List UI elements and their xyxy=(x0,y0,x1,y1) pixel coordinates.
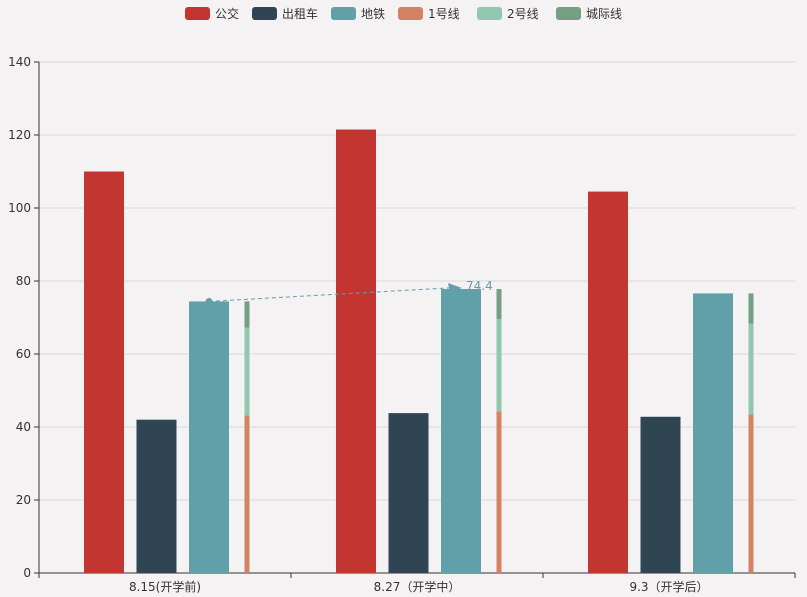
stacked-bar-1号线[interactable] xyxy=(496,411,502,573)
bar-公交[interactable] xyxy=(336,129,376,573)
bar-公交[interactable] xyxy=(588,191,628,573)
bar-地铁[interactable] xyxy=(441,289,481,573)
bar-地铁[interactable] xyxy=(189,301,229,573)
legend-item[interactable]: 出租车 xyxy=(252,6,318,21)
stacked-bar-城际线[interactable] xyxy=(244,301,250,328)
legend-swatch xyxy=(331,7,356,20)
y-tick-label: 120 xyxy=(8,128,31,142)
stacked-bar-城际线[interactable] xyxy=(748,293,754,324)
bar-公交[interactable] xyxy=(84,171,124,574)
bar-地铁[interactable] xyxy=(693,293,733,573)
legend-label: 公交 xyxy=(215,6,239,21)
legend-item[interactable]: 1号线 xyxy=(398,7,460,21)
stacked-bar-2号线[interactable] xyxy=(244,327,250,416)
legend-item[interactable]: 城际线 xyxy=(556,7,622,21)
markline-line xyxy=(208,287,451,302)
x-tick-label: 8.15(开学前) xyxy=(129,579,201,594)
legend-label: 1号线 xyxy=(428,7,460,21)
stacked-bar-1号线[interactable] xyxy=(748,414,754,573)
stacked-bar-2号线[interactable] xyxy=(496,318,502,412)
legend-swatch xyxy=(252,7,277,20)
y-tick-label: 100 xyxy=(8,201,31,215)
legend-swatch xyxy=(185,7,210,20)
markline-label: 74.4 xyxy=(466,279,493,293)
y-tick-label: 60 xyxy=(16,347,31,361)
legend-item[interactable]: 公交 xyxy=(185,6,239,21)
y-tick-label: 80 xyxy=(16,274,31,288)
stacked-bar-2号线[interactable] xyxy=(748,323,754,415)
bar-出租车[interactable] xyxy=(640,416,681,573)
bar-series[interactable] xyxy=(84,129,754,574)
y-tick-label: 140 xyxy=(8,55,31,69)
stacked-bar-1号线[interactable] xyxy=(244,415,250,573)
legend-item[interactable]: 地铁 xyxy=(331,7,385,21)
bar-出租车[interactable] xyxy=(136,419,177,573)
legend-item[interactable]: 2号线 xyxy=(477,7,539,21)
bar-出租车[interactable] xyxy=(388,413,429,573)
trend-markline: 74.4 xyxy=(205,279,493,305)
stacked-bar-城际线[interactable] xyxy=(496,289,502,319)
markline-arrow xyxy=(448,283,462,293)
legend-swatch xyxy=(398,7,423,20)
y-axis: 0 20 40 60 80 100 120 140 xyxy=(8,55,40,580)
legend-label: 地铁 xyxy=(361,7,385,21)
legend-label: 2号线 xyxy=(507,7,539,21)
x-tick-label: 8.27（开学中） xyxy=(374,579,461,594)
legend-swatch xyxy=(477,7,502,20)
y-tick-label: 40 xyxy=(16,420,31,434)
legend-swatch xyxy=(556,7,581,20)
legend-label: 城际线 xyxy=(586,7,622,21)
y-tick-label: 0 xyxy=(23,566,31,580)
chart-legend[interactable]: 公交 出租车 地铁 1号线 2号线 城际线 xyxy=(185,6,622,21)
legend-label: 出租车 xyxy=(282,6,318,21)
y-tick-label: 20 xyxy=(16,493,31,507)
x-tick-label: 9.3（开学后） xyxy=(629,579,708,594)
x-axis: 8.15(开学前) 8.27（开学中） 9.3（开学后） xyxy=(38,572,796,594)
